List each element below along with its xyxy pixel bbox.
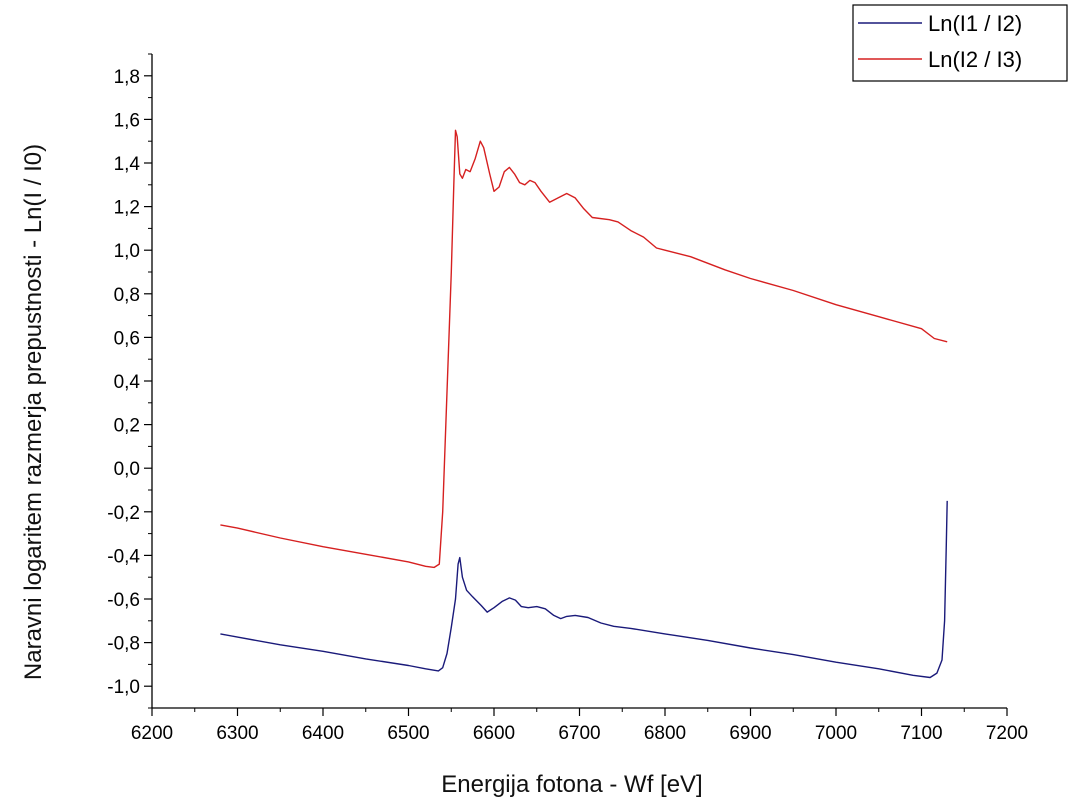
y-tick-label: 1,2 (114, 198, 140, 219)
y-tick-label: 1,4 (114, 154, 141, 175)
legend: Ln(I1 / I2) Ln(I2 / I3) (852, 4, 1068, 82)
x-tick-label: 6600 (473, 723, 515, 744)
y-tick-label: 1,6 (114, 110, 140, 131)
x-axis-ticks: 6200 6300 6400 6500 6600 6700 6800 6900 7000 7100… (131, 708, 1028, 744)
x-tick-label: 7200 (986, 723, 1028, 744)
x-tick-label: 7100 (900, 723, 942, 744)
y-tick-label: 0,2 (114, 416, 140, 437)
x-tick-label: 7000 (815, 723, 857, 744)
legend-box (852, 4, 1068, 82)
legend-label-1: Ln(I1 / I2) (928, 11, 1022, 36)
y-axis-ticks: 1,8 1,6 1,4 1,2 1,0 0,8 0,6 0,4 0,2 0,0 -0,2 -0,4 -0… (107, 53, 152, 709)
x-tick-label: 6900 (729, 723, 771, 744)
y-tick-label: 0,4 (114, 372, 141, 393)
y-tick-label: 0,0 (114, 459, 140, 480)
x-tick-label: 6500 (387, 723, 429, 744)
legend-label-2: Ln(I2 / I3) (928, 47, 1022, 72)
y-tick-label: -0,6 (107, 590, 140, 611)
x-tick-label: 6400 (302, 723, 344, 744)
y-tick-label: -0,4 (107, 546, 140, 567)
y-tick-label: -0,8 (107, 634, 140, 655)
y-tick-label: 0,6 (114, 328, 140, 349)
x-tick-label: 6700 (558, 723, 600, 744)
y-tick-label: -1,0 (107, 677, 140, 698)
y-tick-label: -0,2 (107, 503, 140, 524)
x-axis-title: Energija fotona - Wf [eV] (441, 771, 702, 798)
y-axis-title: Naravni logaritem razmerja prepustnosti … (20, 144, 47, 680)
x-tick-label: 6800 (644, 723, 686, 744)
x-tick-label: 6200 (131, 723, 173, 744)
y-tick-label: 1,0 (114, 241, 140, 262)
y-tick-label: 1,8 (114, 67, 140, 88)
x-tick-label: 6300 (216, 723, 258, 744)
series-line-1 (220, 500, 948, 679)
series-group (220, 129, 948, 679)
series-line-2 (220, 129, 948, 569)
y-tick-label: 0,8 (114, 285, 140, 306)
